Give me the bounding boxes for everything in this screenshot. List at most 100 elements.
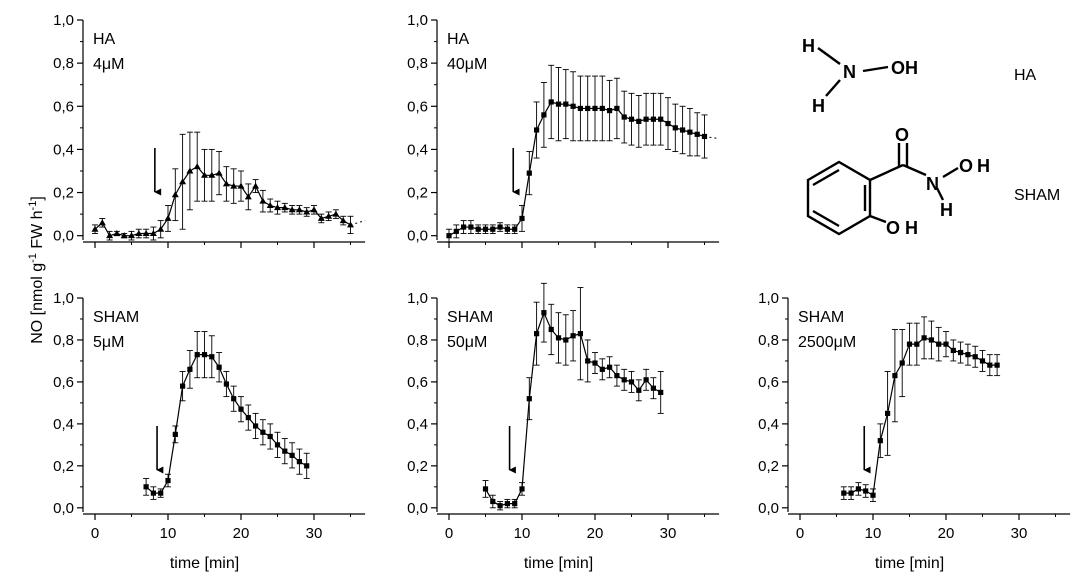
data-point: [555, 335, 562, 341]
x-tick-label: 20: [938, 525, 955, 542]
data-point: [607, 364, 613, 370]
ha-bond-n-o: [862, 65, 889, 73]
sham-atom-o: O: [959, 156, 973, 176]
x-axis-label: time [min]: [170, 555, 239, 572]
data-point: [555, 101, 562, 107]
data-point: [512, 501, 518, 507]
data-point: [548, 326, 554, 333]
data-point: [482, 486, 489, 492]
data-point: [972, 354, 978, 360]
data-point: [643, 116, 649, 122]
x-tick-label: 0: [796, 525, 804, 542]
data-point: [563, 101, 569, 107]
panel-label: SHAM: [798, 309, 844, 326]
sham-benzene-ring: [806, 160, 872, 236]
data-point: [650, 385, 656, 391]
sham-ring-double-3: [812, 209, 840, 228]
data-point: [317, 214, 325, 221]
data-point: [347, 221, 354, 228]
x-tick-label: 0: [445, 525, 453, 542]
series-line: [94, 165, 351, 237]
data-point: [288, 206, 296, 213]
data-point: [848, 490, 854, 496]
y-axis-label: NO [nmol g-1 FW h-1]: [27, 196, 46, 344]
x-tick-label: 30: [306, 525, 323, 542]
y-tick-label: 0,4: [53, 416, 74, 433]
sham-bond-ring-oh: [869, 214, 887, 224]
data-point: [303, 208, 311, 215]
data-point: [120, 232, 128, 239]
data-point: [577, 331, 583, 337]
data-point: [643, 377, 649, 383]
y-tick-label: 0,2: [53, 185, 74, 202]
data-point: [281, 204, 289, 211]
sham-ring-double-1: [812, 168, 840, 187]
data-point: [106, 232, 114, 239]
y-tick-label: 0,8: [53, 55, 74, 72]
data-point: [266, 201, 274, 208]
y-tick-label: 0,2: [53, 458, 74, 475]
data-point: [259, 197, 267, 204]
y-tick-label: 0,6: [53, 374, 74, 391]
data-point: [158, 490, 164, 496]
y-tick-label: 0,6: [758, 374, 779, 391]
data-point: [650, 116, 656, 122]
data-point: [885, 410, 891, 416]
y-tick-label: 0,6: [407, 98, 428, 115]
data-point: [179, 178, 187, 185]
data-point: [201, 171, 208, 178]
sham-atom-n: N: [926, 174, 939, 194]
panel-label: SHAM: [93, 309, 139, 326]
sham-atom-o-ring: O: [886, 218, 900, 238]
sham-bond-n-h: [935, 187, 945, 201]
y-tick-label: 1,0: [407, 290, 428, 307]
data-point: [701, 133, 708, 140]
y-tick-label: 0,8: [53, 332, 74, 349]
data-point: [446, 233, 452, 239]
data-point: [599, 366, 605, 372]
data-point: [252, 182, 260, 189]
ha-atom-h-bottom: H: [812, 96, 825, 116]
sham-atom-h-ring: H: [905, 218, 918, 238]
panel-label: 5μM: [93, 334, 124, 351]
data-point: [475, 226, 481, 232]
data-point: [680, 127, 686, 133]
x-tick-label: 20: [587, 525, 604, 542]
data-point: [628, 379, 635, 385]
ha-bond-h-top: [817, 47, 841, 65]
y-tick-label: 0,4: [407, 141, 428, 158]
data-point: [958, 349, 964, 356]
data-point: [310, 206, 318, 213]
data-point: [592, 105, 598, 112]
x-tick-label: 20: [233, 525, 250, 542]
data-point: [694, 131, 700, 137]
y-tick-label: 0,8: [407, 332, 428, 349]
data-point: [928, 337, 934, 343]
panel-1: 0,0 0,2 0,4 0,6 0,8 1,0 HA 4μM: [53, 12, 366, 248]
data-point: [841, 490, 847, 496]
data-point: [149, 230, 157, 237]
data-point: [482, 226, 489, 232]
data-point: [614, 105, 620, 112]
data-point: [282, 448, 288, 454]
data-point: [585, 358, 591, 364]
y-tick-label: 0,4: [407, 416, 428, 433]
sham-structure: [806, 143, 959, 236]
data-point: [541, 310, 547, 316]
panel-5: 0,0 0,2 0,4 0,6 0,8 1,0 0 10 20 30 time [min] SHAM 2…: [758, 290, 1071, 572]
sham-atom-h-nh: H: [940, 200, 953, 220]
y-tick-label: 0,6: [407, 374, 428, 391]
x-axis-label: time [min]: [524, 555, 593, 572]
sham-atom-h-oh: H: [977, 156, 990, 176]
data-point: [519, 215, 525, 222]
panels: 0,0 0,2 0,4 0,6 0,8 1,0 HA 4μM 0,0 0,2 0,4 0,6 0,8 1,…: [53, 12, 1071, 572]
data-point: [570, 333, 576, 339]
data-point: [563, 337, 569, 343]
data-point: [628, 116, 635, 122]
data-point: [512, 226, 518, 232]
y-tick-label: 1,0: [758, 290, 779, 307]
data-point: [238, 406, 244, 412]
y-tick-label: 1,0: [53, 290, 74, 307]
data-point: [208, 171, 216, 178]
data-point: [921, 335, 927, 341]
